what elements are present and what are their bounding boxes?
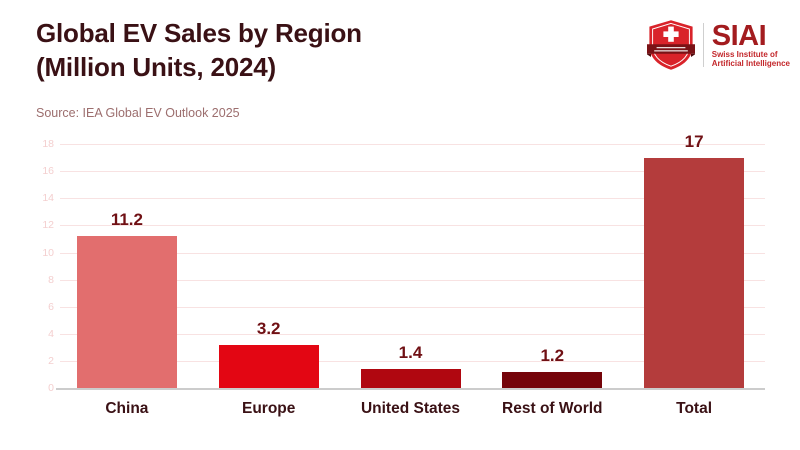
gridline-14 bbox=[60, 198, 765, 200]
swiss-shield-icon bbox=[646, 20, 695, 70]
logo-text: SIAI Swiss Institute of Artificial Intel… bbox=[711, 19, 790, 69]
gridline-6 bbox=[60, 306, 765, 308]
page-title: Global EV Sales by Region (Million Units… bbox=[36, 16, 362, 84]
gridline-4 bbox=[60, 333, 765, 335]
y-tick-16: 16 bbox=[42, 165, 54, 178]
category-label-rest-of-world: Rest of World bbox=[502, 400, 603, 417]
gridline-2 bbox=[60, 360, 765, 362]
gridline-12 bbox=[60, 225, 765, 227]
logo-acronym: SIAI bbox=[711, 19, 767, 52]
title-line-2: (Million Units, 2024) bbox=[36, 52, 276, 82]
gridline-10 bbox=[60, 252, 765, 254]
y-tick-14: 14 bbox=[42, 192, 54, 205]
category-label-europe: Europe bbox=[241, 400, 296, 417]
y-tick-8: 8 bbox=[48, 273, 54, 286]
bar-total bbox=[644, 157, 745, 388]
y-tick-2: 2 bbox=[48, 354, 54, 367]
y-tick-0: 0 bbox=[48, 382, 54, 394]
bar-united-states bbox=[360, 369, 461, 388]
gridline-8 bbox=[60, 279, 765, 281]
logo-divider bbox=[702, 23, 704, 67]
bar-europe bbox=[218, 344, 319, 388]
y-tick-12: 12 bbox=[42, 219, 54, 232]
value-label-europe: 3.2 bbox=[256, 318, 281, 338]
category-label-china: China bbox=[105, 400, 149, 417]
value-label-china: 11.2 bbox=[110, 210, 143, 230]
y-tick-6: 6 bbox=[48, 300, 54, 313]
y-tick-18: 18 bbox=[42, 138, 54, 151]
value-label-total: 17 bbox=[684, 131, 704, 151]
logo-subtitle-line-1: Swiss Institute of bbox=[711, 49, 778, 59]
gridline-18 bbox=[60, 144, 765, 146]
bar-china bbox=[76, 236, 177, 388]
bar-rest-of-world bbox=[502, 371, 603, 388]
siai-logo: SIAI Swiss Institute of Artificial Intel… bbox=[646, 18, 790, 72]
value-label-united-states: 1.4 bbox=[398, 343, 423, 362]
y-tick-10: 10 bbox=[42, 246, 54, 259]
x-axis-line bbox=[56, 388, 765, 390]
y-tick-4: 4 bbox=[48, 327, 54, 340]
title-line-1: Global EV Sales by Region bbox=[36, 18, 362, 48]
category-label-united-states: United States bbox=[360, 400, 461, 417]
logo-subtitle-line-2: Artificial Intelligence bbox=[711, 59, 790, 68]
value-label-rest-of-world: 1.2 bbox=[540, 345, 565, 365]
gridline-16 bbox=[60, 171, 765, 173]
category-label-total: Total bbox=[676, 400, 713, 417]
source-note: Source: IEA Global EV Outlook 2025 bbox=[36, 106, 240, 120]
